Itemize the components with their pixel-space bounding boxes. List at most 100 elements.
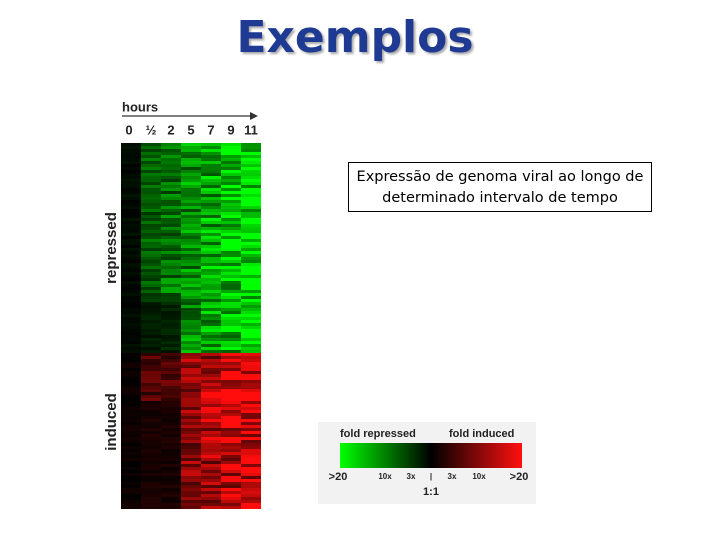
heatmap-cell — [241, 410, 261, 413]
heatmap-cell — [221, 326, 241, 329]
heatmap-cell — [181, 326, 201, 329]
heatmap-cell — [121, 452, 141, 455]
heatmap-cell — [141, 323, 161, 326]
heatmap-cell — [161, 257, 181, 260]
heatmap-cell — [221, 164, 241, 167]
heatmap-cell — [141, 485, 161, 488]
heatmap-cell — [121, 242, 141, 245]
heatmap-cell — [181, 293, 201, 296]
heatmap-cell — [141, 464, 161, 467]
heatmap-cell — [181, 254, 201, 257]
heatmap-cell — [161, 206, 181, 209]
heatmap-cell — [181, 176, 201, 179]
heatmap-cell — [221, 329, 241, 332]
heatmap-cell — [141, 161, 161, 164]
heatmap-cell — [201, 197, 221, 200]
heatmap-cell — [201, 296, 221, 299]
heatmap-cell — [221, 269, 241, 272]
heatmap-cell — [181, 182, 201, 185]
heatmap-cell — [141, 251, 161, 254]
heatmap-cell — [201, 473, 221, 476]
heatmap-cell — [141, 308, 161, 311]
heatmap-cell — [221, 344, 241, 347]
heatmap-cell — [181, 257, 201, 260]
heatmap-cell — [201, 191, 221, 194]
heatmap-cell — [241, 185, 261, 188]
heatmap-cell — [201, 173, 221, 176]
heatmap-cell — [241, 323, 261, 326]
heatmap-cell — [241, 314, 261, 317]
heatmap-cell — [161, 485, 181, 488]
heatmap-cell — [181, 269, 201, 272]
heatmap-cell — [181, 398, 201, 401]
heatmap-cell — [181, 323, 201, 326]
heatmap-cell — [121, 281, 141, 284]
heatmap-cell — [201, 314, 221, 317]
heatmap-cell — [121, 320, 141, 323]
heatmap-cell — [161, 350, 181, 353]
heatmap-cell — [241, 407, 261, 410]
heatmap-cell — [221, 314, 241, 317]
heatmap-cell — [181, 311, 201, 314]
heatmap-cell — [201, 221, 221, 224]
heatmap-cell — [181, 281, 201, 284]
heatmap-cell — [201, 503, 221, 506]
heatmap-cell — [181, 158, 201, 161]
heatmap-cell — [181, 155, 201, 158]
heatmap-cell — [221, 260, 241, 263]
heatmap-cell — [181, 251, 201, 254]
heatmap-cell — [221, 467, 241, 470]
heatmap-cell — [181, 344, 201, 347]
heatmap-cell — [241, 302, 261, 305]
heatmap-cell — [201, 479, 221, 482]
heatmap-cell — [241, 158, 261, 161]
heatmap-cell — [121, 506, 141, 509]
heatmap-cell — [221, 437, 241, 440]
heatmap-cell — [141, 437, 161, 440]
heatmap-cell — [221, 392, 241, 395]
heatmap-cell — [121, 206, 141, 209]
heatmap-cell — [161, 377, 181, 380]
heatmap-cell — [241, 221, 261, 224]
heatmap-cell — [121, 407, 141, 410]
heatmap-cell — [221, 236, 241, 239]
heatmap-cell — [221, 248, 241, 251]
heatmap-cell — [161, 473, 181, 476]
heatmap-cell — [161, 494, 181, 497]
heatmap-cell — [141, 266, 161, 269]
heatmap-cell — [221, 455, 241, 458]
heatmap-cell — [141, 170, 161, 173]
heatmap-cell — [161, 413, 181, 416]
heatmap-cell — [201, 341, 221, 344]
heatmap-cell — [141, 506, 161, 509]
heatmap-cell — [181, 470, 201, 473]
heatmap-cell — [241, 149, 261, 152]
heatmap-cell — [201, 500, 221, 503]
heatmap-cell — [121, 278, 141, 281]
heatmap-cell — [201, 404, 221, 407]
heatmap-cell — [161, 287, 181, 290]
heatmap-cell — [181, 365, 201, 368]
heatmap-cell — [241, 470, 261, 473]
heatmap-cell — [221, 347, 241, 350]
heatmap-cell — [161, 371, 181, 374]
heatmap-cell — [241, 275, 261, 278]
heatmap-cell — [241, 299, 261, 302]
heatmap-cell — [241, 227, 261, 230]
heatmap-cell — [181, 482, 201, 485]
heatmap-cell — [161, 449, 181, 452]
heatmap-cell — [221, 194, 241, 197]
heatmap-cell — [241, 458, 261, 461]
heatmap-cell — [201, 179, 221, 182]
heatmap-cell — [241, 362, 261, 365]
heatmap-cell — [221, 266, 241, 269]
heatmap-cell — [201, 356, 221, 359]
legend-label: fold repressed — [340, 428, 416, 440]
heatmap-cell — [121, 473, 141, 476]
heatmap-cell — [181, 173, 201, 176]
heatmap-cell — [241, 365, 261, 368]
column-label: 0 — [125, 122, 132, 137]
heatmap-cell — [221, 215, 241, 218]
heatmap-cell — [221, 503, 241, 506]
heatmap-cell — [121, 263, 141, 266]
